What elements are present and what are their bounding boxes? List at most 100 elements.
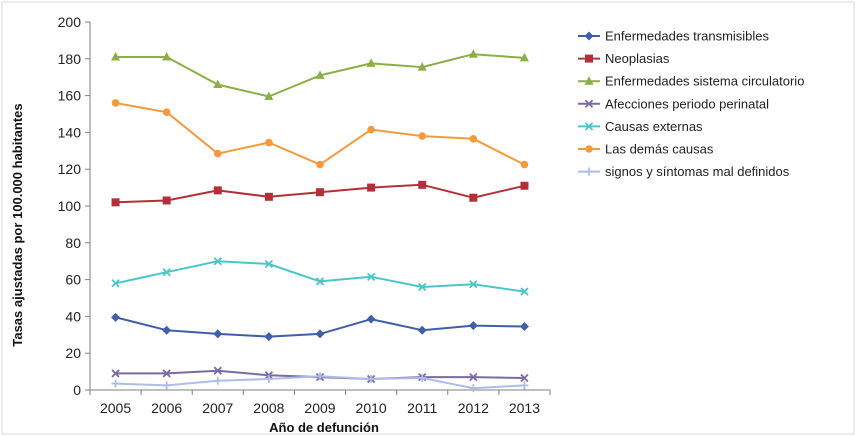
data-point [315, 70, 325, 79]
legend-label: Enfermedades transmisibles [605, 29, 770, 44]
chart-axes: 0 20 40 60 80 100 120 140 160 180 200 2005 2006 2007 2… [58, 14, 551, 416]
data-point [111, 51, 121, 61]
data-point [213, 376, 222, 385]
x-tick-label: 2013 [509, 400, 540, 416]
data-point [520, 287, 529, 296]
y-tick-label: 120 [58, 161, 82, 177]
data-point [213, 186, 222, 195]
data-point [264, 332, 274, 342]
data-point [213, 79, 223, 89]
legend: Enfermedades transmisibles Neoplasias Enfe… [578, 29, 804, 179]
data-point [162, 108, 171, 116]
legend-label: signos y síntomas mal definidos [605, 164, 790, 179]
data-point [366, 314, 376, 324]
legend-item: Enfermedades transmisibles [578, 29, 770, 44]
data-point [315, 277, 325, 286]
data-point [520, 381, 529, 390]
y-tick-label: 200 [58, 14, 82, 30]
y-tick-label: 20 [65, 345, 81, 361]
series-5 [111, 257, 529, 296]
data-point [520, 181, 529, 190]
data-point [316, 188, 324, 197]
data-point [417, 62, 427, 71]
data-point [316, 372, 324, 381]
data-point [469, 280, 478, 289]
x-tick-label: 2009 [304, 400, 335, 416]
y-tick-label: 180 [58, 51, 82, 67]
series-6 [111, 99, 529, 169]
data-point [469, 193, 478, 202]
data-point [162, 325, 172, 335]
y-tick-label: 60 [65, 272, 81, 288]
data-point [111, 198, 120, 207]
legend-marker [584, 76, 594, 85]
series-1 [111, 312, 529, 342]
data-point [418, 132, 427, 140]
data-point [265, 138, 273, 147]
legend-item: Causas externas [578, 119, 703, 134]
x-tick-label: 2007 [202, 400, 233, 416]
series-2 [111, 180, 529, 207]
data-point [418, 282, 427, 292]
data-point [468, 321, 478, 331]
data-point [213, 149, 222, 158]
legend-marker [584, 31, 594, 41]
data-point [367, 374, 376, 383]
y-tick-label: 40 [65, 308, 81, 324]
data-point [264, 91, 274, 101]
x-tick-label: 2005 [100, 400, 131, 416]
legend-label: Causas externas [605, 119, 703, 134]
data-point [469, 372, 478, 382]
data-point [111, 99, 120, 107]
y-tick-label: 80 [65, 235, 81, 251]
x-tick-label: 2012 [458, 400, 489, 416]
data-point [162, 369, 171, 378]
y-tick-label: 0 [73, 382, 81, 398]
data-point [520, 373, 529, 383]
data-point [366, 272, 376, 281]
data-point [468, 49, 478, 58]
x-tick-label: 2011 [407, 400, 437, 416]
data-point [162, 381, 171, 390]
data-point [264, 374, 273, 383]
data-point [111, 279, 120, 288]
x-tick-label: 2010 [356, 400, 387, 416]
y-tick-label: 100 [58, 198, 82, 214]
data-point [519, 52, 529, 62]
x-axis-title: Año de defunción [269, 420, 379, 435]
data-point [111, 312, 121, 322]
data-point [418, 180, 427, 189]
data-point [417, 325, 427, 335]
legend-marker [584, 122, 594, 131]
data-point [213, 257, 222, 266]
data-point [162, 268, 171, 277]
data-point [111, 379, 120, 388]
data-point [315, 329, 325, 339]
data-point [316, 160, 324, 169]
legend-marker [585, 145, 593, 153]
legend-marker [585, 167, 593, 176]
data-point [469, 135, 478, 143]
data-point [367, 125, 375, 134]
data-point [264, 192, 273, 201]
data-point [418, 374, 427, 383]
legend-label: Enfermedades sistema circulatorio [605, 74, 804, 89]
data-point [366, 58, 376, 67]
legend-marker [585, 54, 593, 63]
data-point [162, 196, 171, 205]
x-tick-label: 2008 [253, 400, 284, 416]
legend-item: Las demás causas [578, 142, 714, 157]
legend-label: Las demás causas [605, 142, 714, 157]
data-point [162, 51, 172, 61]
data-point [264, 259, 274, 269]
data-point [469, 384, 478, 393]
series-7 [111, 372, 529, 393]
legend-label: Afecciones periodo perinatal [605, 96, 769, 111]
legend-label: Neoplasias [605, 51, 670, 66]
series-3 [111, 49, 529, 101]
data-point [520, 160, 529, 169]
data-point [519, 322, 529, 332]
y-tick-label: 160 [58, 88, 82, 104]
